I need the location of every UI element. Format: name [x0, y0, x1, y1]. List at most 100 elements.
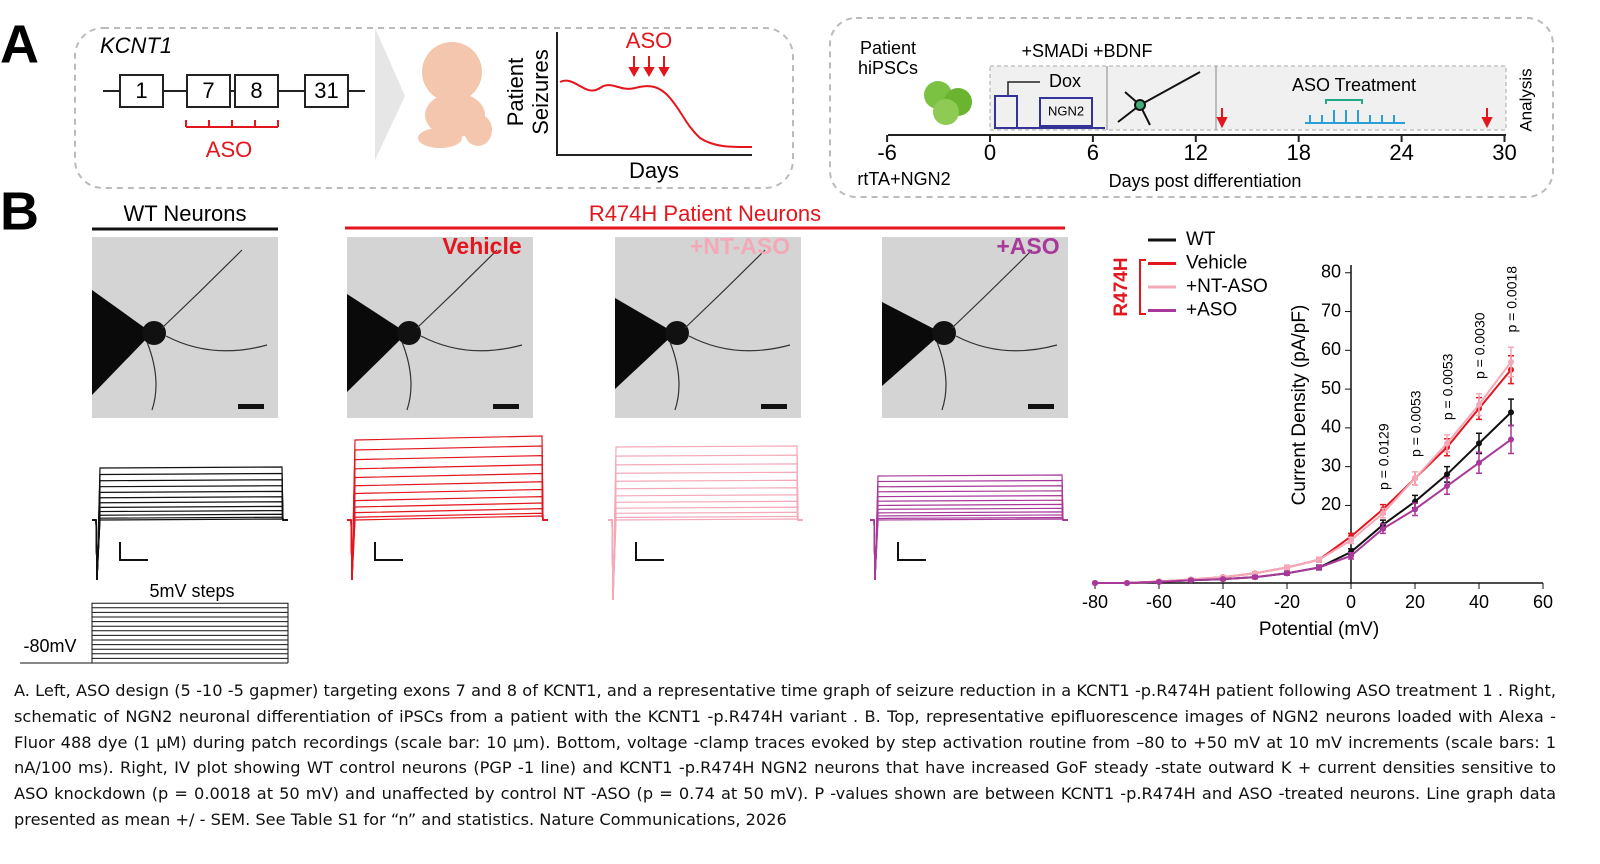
x-tick-label: -80 — [1082, 592, 1108, 612]
y-label: Patient — [503, 58, 528, 127]
current-traces — [92, 435, 1068, 601]
trace — [608, 471, 803, 601]
source-label: Patient — [860, 38, 916, 58]
y-tick-label: 30 — [1321, 455, 1341, 475]
tick-label: 18 — [1286, 140, 1310, 165]
group-title: WT Neurons — [123, 201, 246, 226]
exon-box — [304, 74, 349, 108]
tick-label: 0 — [984, 140, 996, 165]
exons: 1 7 8 31 — [119, 74, 349, 108]
p-value: p = 0.0129 — [1376, 423, 1392, 490]
pipette — [92, 290, 152, 395]
trace — [608, 454, 803, 601]
culture-box — [989, 65, 1507, 131]
trace — [608, 479, 803, 601]
trace — [608, 511, 803, 601]
trace — [870, 516, 1068, 581]
trace — [870, 514, 1068, 581]
y-tick-label: 80 — [1321, 262, 1341, 282]
trace — [92, 485, 288, 581]
point — [1252, 574, 1258, 581]
tick-label: 6 — [1087, 140, 1099, 165]
aso-label: ASO — [206, 137, 252, 162]
condition-title: +ASO — [996, 233, 1059, 259]
exon-label: 1 — [135, 78, 147, 103]
legend-label: +ASO — [1186, 300, 1237, 321]
treatment-label: ASO Treatment — [1292, 75, 1416, 95]
trace — [92, 472, 288, 581]
analysis-label: Analysis — [1516, 68, 1535, 131]
x-tick-label: -20 — [1274, 592, 1300, 612]
point — [1508, 409, 1514, 416]
voltage-protocol — [20, 602, 289, 664]
analysis-arrows — [1216, 108, 1493, 129]
tick-label: 30 — [1492, 140, 1516, 165]
p-value: p = 0.0053 — [1440, 353, 1456, 420]
point — [1380, 525, 1386, 532]
condition-title: +NT-ASO — [690, 233, 790, 259]
point — [1444, 483, 1450, 490]
cell-body — [932, 321, 956, 345]
trace — [347, 435, 548, 581]
cell-body — [142, 321, 166, 345]
cell-body — [397, 321, 421, 345]
exon-box — [186, 74, 231, 108]
x-tick-label: -40 — [1210, 592, 1236, 612]
aso-marker: ASO — [626, 28, 672, 53]
trace — [608, 515, 803, 601]
exon-label: 7 — [202, 78, 214, 103]
figure: A KCNT1 1 7 8 31 ASO Patient Seizures ASO D… — [0, 14, 1554, 664]
point — [1444, 440, 1450, 447]
point — [1348, 537, 1354, 544]
trace — [608, 487, 803, 601]
y-label: Seizures — [528, 49, 553, 135]
x-tick-label: 20 — [1405, 592, 1425, 612]
ngn2-label: NGN2 — [1048, 103, 1084, 118]
aso-bracket — [1325, 99, 1363, 104]
legend-group: R474H — [1111, 257, 1132, 316]
trace — [92, 490, 288, 581]
pipette — [882, 302, 942, 386]
point — [1284, 570, 1290, 577]
timeline-ticks: -6 0 6 12 18 24 30 — [877, 135, 1517, 165]
construct — [1039, 97, 1093, 127]
aso-bracket — [185, 120, 279, 128]
legend-label: Vehicle — [1186, 253, 1247, 274]
panel-box — [74, 27, 794, 189]
x-label: Days — [629, 158, 679, 183]
x-axis-label: Potential (mV) — [1259, 619, 1379, 640]
point — [1092, 580, 1098, 586]
p-value: p = 0.0030 — [1472, 312, 1488, 379]
point — [1284, 564, 1290, 571]
point — [1156, 578, 1162, 585]
point — [1476, 440, 1482, 447]
trace — [608, 463, 803, 601]
tick-label: -6 — [877, 140, 897, 165]
x-tick-label: -60 — [1146, 592, 1172, 612]
point — [1220, 576, 1226, 583]
trace — [608, 494, 803, 601]
y-axis-label: Current Density (pA/pF) — [1289, 305, 1310, 506]
exon-box — [234, 74, 279, 108]
x-tick-label: 60 — [1533, 592, 1553, 612]
trace — [608, 506, 803, 601]
iv-plot: -80 -60 -40 -20 0 20 40 60 20 30 40 50 60 70 80 Potenti… — [1082, 229, 1553, 640]
promoter-arrow — [1007, 81, 1040, 96]
trace — [347, 502, 548, 581]
trace — [347, 512, 548, 581]
legend-bracket — [1139, 259, 1146, 315]
scale-bar — [1028, 404, 1054, 409]
source-label: hiPSCs — [858, 58, 918, 78]
point — [1476, 401, 1482, 408]
trace — [92, 516, 288, 581]
axes — [556, 32, 752, 156]
point — [1508, 436, 1514, 443]
baby-icon — [418, 42, 492, 148]
aso-doses — [1305, 110, 1405, 124]
gene-label: KCNT1 — [100, 33, 172, 58]
protocol-label: 5mV steps — [149, 581, 234, 601]
trace — [92, 479, 288, 581]
scale-bar — [119, 542, 148, 561]
exon-label: 31 — [314, 78, 338, 103]
caption: A. Left, ASO design (5 -10 -5 gapmer) ta… — [14, 681, 1556, 829]
